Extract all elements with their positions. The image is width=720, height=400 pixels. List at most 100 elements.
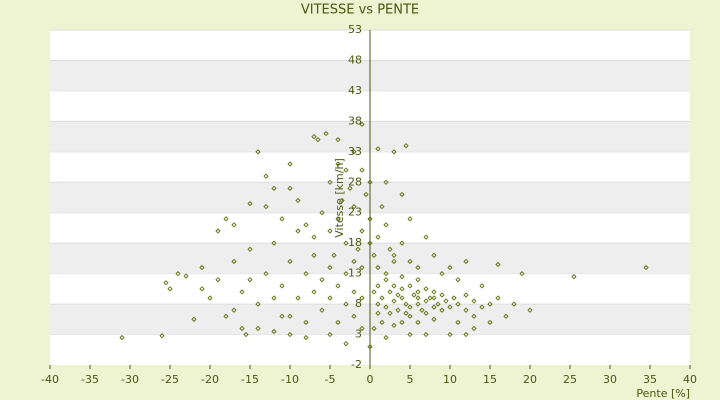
point — [191, 316, 197, 322]
point — [527, 307, 533, 313]
point — [463, 292, 469, 298]
point — [423, 298, 429, 304]
point — [351, 258, 357, 265]
x-tick-label: -10 — [281, 373, 299, 386]
point — [319, 277, 325, 283]
y-tick-label: 48 — [348, 53, 362, 66]
point — [463, 331, 469, 338]
point — [351, 313, 357, 319]
point — [311, 289, 317, 295]
point — [443, 298, 449, 304]
point — [287, 161, 293, 167]
point — [379, 295, 385, 301]
point — [407, 283, 413, 289]
point — [311, 252, 317, 259]
point — [359, 228, 365, 234]
point — [343, 270, 349, 277]
point — [391, 322, 397, 329]
point — [359, 325, 365, 332]
x-axis-label: Pente [%] — [636, 387, 690, 400]
point — [347, 185, 353, 192]
point — [487, 301, 493, 307]
point — [463, 307, 469, 313]
point — [231, 222, 237, 228]
y-tick-label: 33 — [348, 145, 362, 158]
point — [395, 292, 401, 298]
point — [335, 216, 341, 222]
point — [643, 264, 649, 271]
point — [311, 133, 317, 140]
point — [255, 301, 261, 307]
point — [403, 143, 409, 149]
point — [495, 295, 501, 301]
point — [439, 270, 445, 277]
point — [371, 289, 377, 295]
point — [367, 216, 373, 222]
point — [303, 270, 309, 277]
point — [495, 261, 501, 268]
x-tick-label: 35 — [643, 373, 657, 386]
point — [335, 283, 341, 289]
point — [447, 331, 453, 338]
point — [463, 258, 469, 265]
point — [399, 319, 405, 326]
point — [439, 292, 445, 298]
point — [439, 307, 445, 313]
point — [375, 234, 381, 240]
point — [343, 240, 349, 246]
point — [403, 310, 409, 316]
point — [355, 246, 361, 252]
x-tick-label: -30 — [121, 373, 139, 386]
point — [415, 319, 421, 326]
point — [415, 264, 421, 271]
point — [263, 173, 269, 179]
x-tick-label: -5 — [325, 373, 336, 386]
point — [323, 130, 329, 137]
point — [407, 216, 413, 222]
y-tick-label: 23 — [348, 206, 362, 219]
point — [391, 283, 397, 289]
point — [351, 289, 357, 295]
point — [423, 331, 429, 338]
point — [431, 252, 437, 259]
point — [415, 277, 421, 283]
point — [343, 341, 349, 347]
point — [343, 301, 349, 307]
point — [327, 228, 333, 234]
x-tick-label: 10 — [443, 373, 457, 386]
y-tick-label: 3 — [355, 328, 362, 341]
point — [263, 270, 269, 277]
x-tick-label: -35 — [81, 373, 99, 386]
point — [287, 331, 293, 338]
point — [239, 325, 245, 332]
y-axis-label: Vitesse [km/h] — [333, 158, 346, 238]
point — [367, 344, 373, 350]
point — [379, 319, 385, 326]
point — [327, 295, 333, 301]
x-tick-label: 40 — [683, 373, 697, 386]
point — [503, 313, 509, 319]
point — [511, 301, 517, 307]
x-tick-label: -20 — [201, 373, 219, 386]
point — [359, 264, 365, 271]
point — [447, 304, 453, 310]
point — [375, 146, 381, 152]
point — [367, 240, 373, 246]
point — [295, 295, 301, 301]
point — [367, 179, 373, 185]
point — [471, 298, 477, 304]
point — [287, 313, 293, 319]
x-tick-label: 20 — [523, 373, 537, 386]
point — [387, 246, 393, 252]
point — [327, 331, 333, 338]
point — [247, 277, 253, 283]
point — [383, 334, 389, 341]
point — [119, 334, 125, 341]
point — [335, 319, 341, 326]
point — [319, 210, 325, 216]
point — [447, 264, 453, 271]
point — [247, 246, 253, 252]
chart-title: VITESSE vs PENTE — [301, 3, 419, 18]
point — [303, 319, 309, 326]
